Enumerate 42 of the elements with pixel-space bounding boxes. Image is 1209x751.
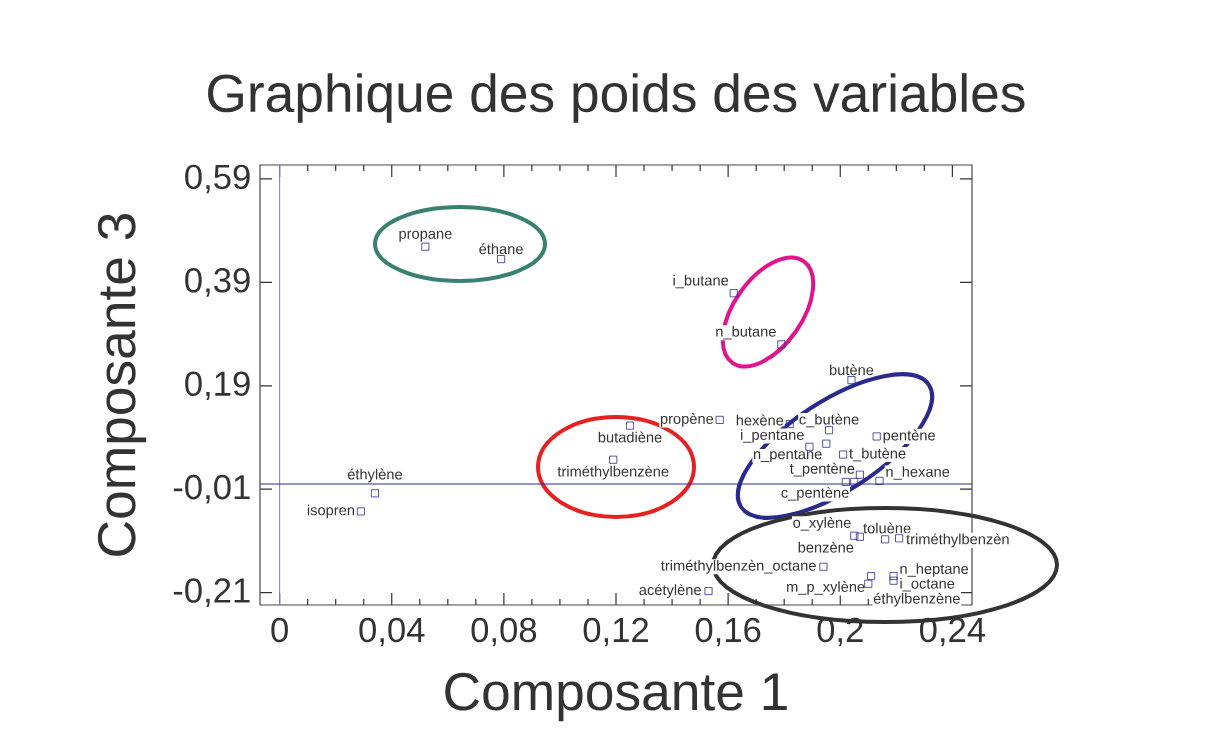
x-tick-label: 0 — [271, 617, 288, 643]
annotation: acétylène — [639, 584, 701, 598]
annotation: pentène — [883, 429, 935, 444]
annotation: t_pentène — [789, 462, 855, 477]
annotation: butadiène — [598, 431, 662, 443]
annotation: propène — [660, 412, 714, 427]
annotation: n_heptane — [900, 563, 969, 577]
y-tick-label: 0,39 — [185, 268, 250, 297]
annotation: propane — [399, 230, 452, 242]
annotation: triméthylbenzèn_octane — [661, 559, 816, 574]
chart-title: Graphique des poids des variables — [208, 73, 1025, 123]
annotation: benzène — [798, 541, 854, 553]
annotation: triméthylbenzène — [557, 465, 669, 480]
y-tick-label: -0,01 — [173, 474, 250, 504]
annotation: triméthylbenzèn — [906, 533, 1009, 548]
annotation: n_butane — [716, 325, 776, 340]
annotation: éthylène — [347, 468, 402, 483]
y-tick-label: 0,19 — [185, 371, 250, 401]
annotation: toluène — [863, 522, 911, 534]
x-axis-title: Composante 1 — [445, 672, 787, 722]
annotation: t_butène — [849, 447, 906, 462]
annotation: éthylbenzène — [873, 592, 960, 607]
annotation: isopren — [307, 504, 355, 519]
x-tick-label: 0,16 — [695, 617, 761, 647]
annotation: n_hexane — [886, 466, 950, 480]
annotation: c_butène — [799, 413, 859, 428]
annotation: hexène — [736, 414, 784, 426]
annotation: i_butane — [673, 274, 729, 289]
annotation: o_xylène — [793, 516, 851, 531]
annotation: i_pentane — [741, 429, 804, 443]
x-tick-label: 0,08 — [471, 617, 537, 647]
x-tick-label: 0,04 — [359, 617, 425, 647]
x-tick-label: 0,12 — [583, 617, 648, 647]
annotation: butène — [829, 364, 874, 376]
annotation: i_octane — [900, 577, 955, 592]
annotation: éthane — [479, 243, 523, 255]
y-tick-label: -0,21 — [173, 578, 250, 607]
annotation: m_p_xylène — [787, 580, 865, 595]
y-tick-label: 0,59 — [185, 164, 250, 194]
annotation: c_pentène — [781, 486, 849, 501]
annotation: n_pentane — [753, 449, 822, 463]
y-axis-title: Composante 3 — [97, 214, 147, 556]
